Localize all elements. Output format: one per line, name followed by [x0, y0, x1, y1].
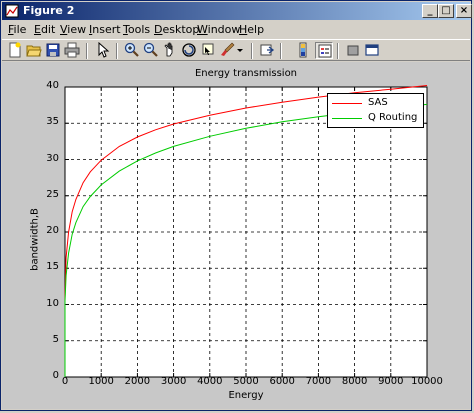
- x-tick-label: 2000: [124, 376, 151, 387]
- data-cursor-icon[interactable]: [199, 42, 217, 59]
- x-tick-label: 4000: [197, 376, 223, 387]
- save-icon[interactable]: [44, 42, 62, 59]
- x-tick-label: 9000: [378, 376, 404, 387]
- x-tick-label: 7000: [305, 376, 332, 387]
- toolbar-separator: [280, 43, 282, 59]
- x-tick-label: 5000: [233, 376, 259, 387]
- print-icon[interactable]: [63, 42, 81, 59]
- brush-icon[interactable]: [218, 42, 236, 59]
- toolbar-separator: [86, 43, 88, 59]
- menu-file[interactable]: File: [8, 23, 27, 36]
- x-tick-label: 10000: [411, 376, 443, 387]
- y-tick-label: 35: [46, 116, 59, 128]
- edit-plot-arrow-icon[interactable]: [94, 42, 112, 59]
- menu-insert[interactable]: Insert: [89, 23, 121, 36]
- rotate-3d-icon[interactable]: [180, 42, 198, 59]
- toolbar-separator: [116, 43, 118, 59]
- legend-box[interactable]: SAS Q Routing: [327, 93, 424, 128]
- series-layer: [64, 85, 428, 378]
- legend-icon[interactable]: [315, 42, 333, 59]
- menu-bar: File Edit View Insert Tools Desktop Wind…: [2, 21, 470, 39]
- link-plot-icon[interactable]: [258, 42, 276, 59]
- series-line-q-routing[interactable]: [64, 103, 428, 377]
- y-tick-label: 25: [46, 188, 59, 200]
- y-tick-label: 15: [46, 261, 59, 273]
- menu-tools[interactable]: Tools: [123, 23, 151, 36]
- y-tick-label: 5: [52, 333, 59, 345]
- hide-plot-tools-icon[interactable]: [344, 42, 362, 59]
- y-tick-label: 30: [46, 152, 59, 164]
- toolbar-separator: [337, 43, 339, 59]
- y-tick-label: 10: [46, 297, 59, 309]
- menu-desktop[interactable]: Desktop: [154, 23, 200, 36]
- x-tick-label: 3000: [160, 376, 187, 387]
- zoom-out-icon[interactable]: [142, 42, 160, 59]
- legend-label-q-routing: Q Routing: [368, 112, 418, 123]
- x-tick-label: 0: [61, 376, 69, 387]
- series-line-sas[interactable]: [64, 85, 428, 378]
- legend-label-sas: SAS: [368, 97, 388, 108]
- colorbar-icon[interactable]: [294, 42, 312, 59]
- legend-swatch-q-routing: [332, 118, 362, 119]
- menu-window[interactable]: Window: [197, 23, 241, 36]
- y-tick-label: 40: [46, 80, 59, 91]
- toolbar-separator: [251, 43, 253, 59]
- title-bar[interactable]: Figure 2 _ □ ×: [2, 2, 472, 20]
- brush-dropdown-icon[interactable]: [235, 42, 245, 59]
- x-axis-label: Energy: [228, 390, 264, 401]
- matlab-figure-icon: [5, 4, 19, 18]
- y-tick-label: 0: [52, 370, 59, 381]
- menu-edit[interactable]: Edit: [34, 23, 56, 36]
- x-tick-label: 8000: [341, 376, 368, 387]
- menu-view[interactable]: View: [60, 23, 87, 36]
- legend-swatch-sas: [332, 103, 362, 104]
- chart-title: Energy transmission: [194, 68, 298, 79]
- window-title: Figure 2: [23, 4, 75, 17]
- zoom-in-icon[interactable]: [123, 42, 141, 59]
- menu-help[interactable]: Help: [239, 23, 265, 36]
- x-tick-label: 6000: [269, 376, 295, 387]
- close-button[interactable]: ×: [456, 4, 472, 18]
- show-plot-tools-icon[interactable]: [363, 42, 381, 59]
- pan-hand-icon[interactable]: [161, 42, 179, 59]
- x-tick-label: 1000: [88, 376, 114, 387]
- y-tick-label: 20: [46, 225, 59, 236]
- figure-toolbar: [2, 39, 470, 61]
- minimize-button[interactable]: _: [422, 4, 438, 18]
- maximize-button[interactable]: □: [438, 4, 454, 18]
- open-file-icon[interactable]: [25, 42, 43, 59]
- new-figure-icon[interactable]: [6, 42, 24, 59]
